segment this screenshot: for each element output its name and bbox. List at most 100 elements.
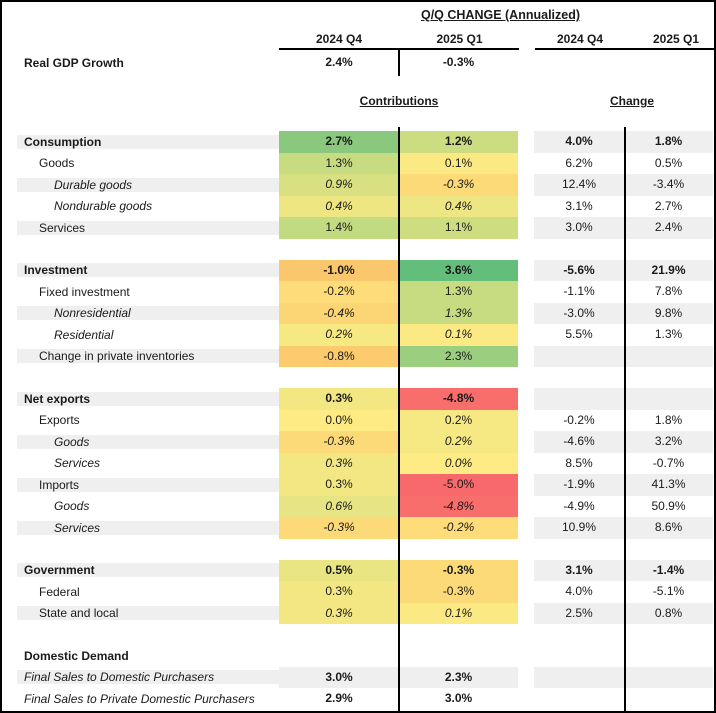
column-gap [518, 431, 534, 453]
column-gap [518, 52, 534, 74]
contribution-cell: 0.1% [399, 152, 518, 174]
page-title-text: Q/Q CHANGE (Annualized) [420, 8, 581, 22]
contribution-cell: 0.2% [399, 409, 518, 431]
page-title: Q/Q CHANGE (Annualized) [283, 8, 714, 22]
contribution-cell: -5.0% [399, 474, 518, 496]
contribution-cell: 0.0% [399, 452, 518, 474]
table-row: Change in private inventories -0.8% 2.3% [17, 345, 714, 367]
contribution-cell: 1.3% [399, 281, 518, 303]
row-label: Durable goods [17, 177, 279, 192]
table-row: Federal 0.3% -0.3% 4.0% -5.1% [17, 581, 714, 603]
change-cell [624, 666, 713, 688]
change-cell: -5.1% [652, 584, 685, 598]
contribution-cell: 0.3% [279, 474, 399, 496]
row-label: Consumption [17, 134, 279, 149]
contribution-cell: 1.2% [399, 131, 518, 153]
contribution-cell: 2.7% [279, 131, 399, 153]
table-section: Consumption 2.7% 1.2% 4.0% 1.8% Goods 1.3% 0.1%… [17, 131, 714, 239]
change-cell: 9.8% [624, 302, 713, 324]
table-row: Services -0.3% -0.2% 10.9% 8.6% [17, 517, 714, 539]
contribution-cell: 0.6% [279, 495, 399, 517]
contribution-cell: -0.3% [399, 174, 518, 196]
change-cell: 6.2% [565, 155, 593, 170]
column-gap [518, 217, 534, 239]
change-cell [534, 52, 624, 74]
row-label: Exports [39, 413, 80, 428]
table-row: Fixed investment -0.2% 1.3% -1.1% 7.8% [17, 281, 714, 303]
table-row: Goods 0.6% -4.8% -4.9% 50.9% [17, 495, 714, 517]
change-cell: 0.5% [654, 155, 683, 170]
contribution-cell: -0.3% [442, 55, 475, 69]
row-label: Net exports [17, 391, 279, 406]
contribution-cell: 1.3% [279, 152, 399, 174]
column-gap [518, 388, 534, 410]
change-group-label: Change [609, 94, 654, 108]
change-cell: 3.0% [534, 217, 624, 239]
contribution-cell: 0.3% [279, 388, 399, 410]
contribution-cell [399, 645, 518, 667]
change-divider [624, 127, 626, 711]
table-row: Final Sales to Private Domestic Purchase… [17, 688, 714, 710]
contributions-divider-top [398, 50, 400, 76]
change-cell: 2.4% [624, 217, 713, 239]
change-cell: -3.0% [534, 302, 624, 324]
column-gap [518, 602, 534, 624]
change-cell: 50.9% [651, 498, 686, 513]
column-gap [518, 559, 534, 581]
change-cell [534, 345, 624, 367]
column-gap [518, 688, 534, 710]
row-label: State and local [17, 606, 279, 621]
change-cell: 1.8% [654, 412, 683, 427]
contribution-cell: 0.3% [279, 602, 399, 624]
change-cell [624, 645, 713, 667]
contribution-cell: 0.3% [279, 581, 399, 603]
table-section: Government 0.5% -0.3% 3.1% -1.4% Federal 0.3% -… [17, 559, 714, 624]
column-gap [518, 452, 534, 474]
contribution-cell: 0.2% [399, 431, 518, 453]
change-cell: 3.2% [624, 431, 713, 453]
table-section: Domestic Demand Final Sales to Domestic P… [17, 645, 714, 710]
table-row: Net exports 0.3% -4.8% [17, 388, 714, 410]
column-gap [518, 259, 534, 281]
change-cell: 2.7% [654, 198, 683, 213]
table-row: Imports 0.3% -5.0% -1.9% 41.3% [17, 474, 714, 496]
column-gap [518, 409, 534, 431]
table-row: Domestic Demand [17, 645, 714, 667]
change-cell: 0.8% [624, 602, 713, 624]
contribution-cell: 2.3% [399, 345, 518, 367]
contribution-cell: -4.8% [399, 495, 518, 517]
change-cell: 3.1% [565, 198, 593, 213]
row-label: Goods [17, 434, 279, 449]
column-gap [518, 495, 534, 517]
contribution-cell: 1.1% [399, 217, 518, 239]
contribution-cell: 2.3% [399, 666, 518, 688]
change-header-rule [535, 48, 714, 50]
change-cell: 7.8% [654, 284, 683, 298]
column-gap [518, 174, 534, 196]
change-cell: 10.9% [534, 517, 624, 539]
column-gap [518, 131, 534, 153]
change-cell: -0.7% [652, 455, 685, 470]
column-gap [518, 474, 534, 496]
table-row: Real GDP Growth 2.4% -0.3% [17, 52, 714, 74]
contribution-cell: -0.3% [279, 517, 399, 539]
contribution-cell: 0.1% [399, 602, 518, 624]
change-cell: 4.0% [565, 584, 593, 598]
row-label: Investment [17, 263, 279, 278]
change-cell: 8.6% [624, 517, 713, 539]
contributions-divider [398, 127, 400, 711]
contribution-cell: 0.9% [279, 174, 399, 196]
table-section: Net exports 0.3% -4.8% Exports 0.0% 0.2% -0.2%… [17, 388, 714, 539]
contribution-cell: 0.1% [399, 324, 518, 346]
change-cell [534, 666, 624, 688]
change-cell: 8.5% [565, 455, 593, 470]
change-cell: 12.4% [534, 174, 624, 196]
table-section: Investment -1.0% 3.6% -5.6% 21.9% Fixed inves… [17, 259, 714, 367]
real-gdp-growth-row: Real GDP Growth 2.4% -0.3% [17, 52, 714, 74]
contribution-cell: -0.3% [399, 559, 518, 581]
change-cell: -4.9% [563, 498, 595, 513]
change-cell: 1.8% [624, 131, 713, 153]
column-header-change-2025q1: 2025 Q1 [652, 32, 700, 46]
column-gap [518, 517, 534, 539]
